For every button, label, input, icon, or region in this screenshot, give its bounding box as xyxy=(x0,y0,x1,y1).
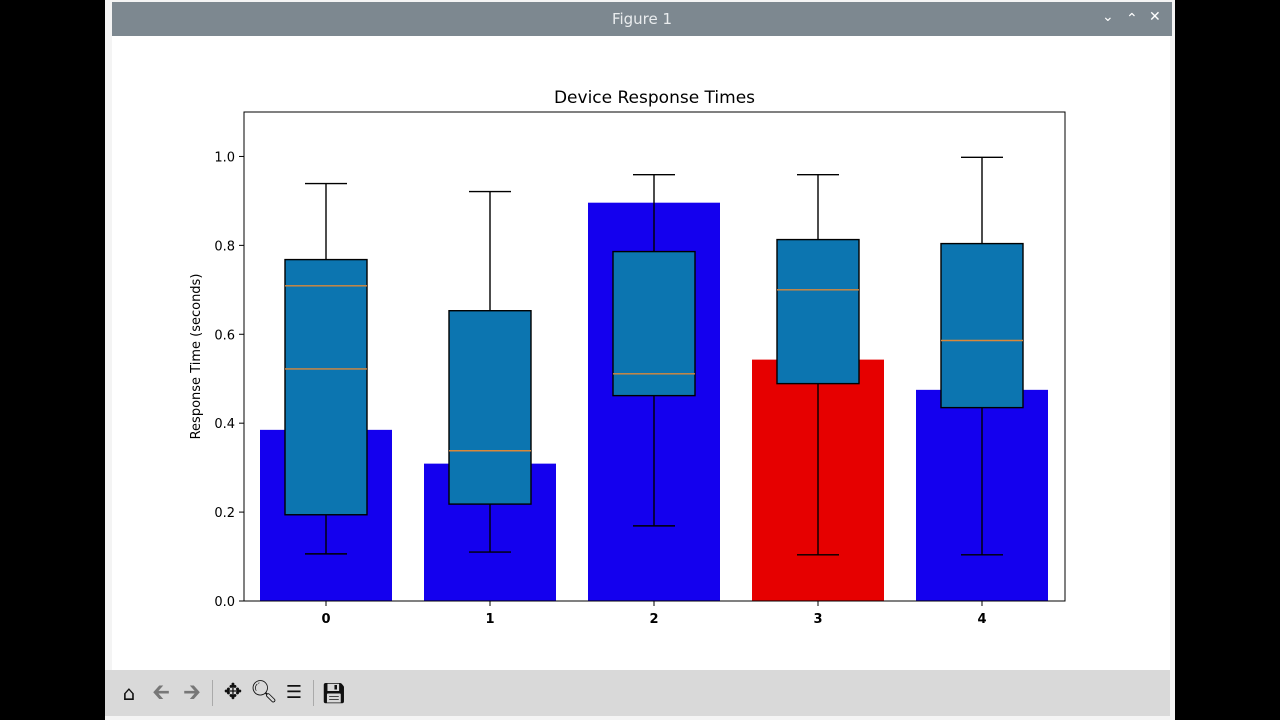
forward-arrow-icon[interactable]: 🡲 xyxy=(183,680,201,705)
chart-title: Device Response Times xyxy=(554,88,755,108)
x-tick-label: 0 xyxy=(321,612,330,627)
figure-window: Figure 1 ⌄ ⌃ ✕ Device Response Times Resp… xyxy=(105,2,1172,716)
x-tick-label: 2 xyxy=(649,612,658,627)
save-icon[interactable]: 💾︎ xyxy=(321,681,347,705)
back-arrow-icon[interactable]: 🡰 xyxy=(152,680,170,705)
close-icon[interactable]: ✕ xyxy=(1149,9,1161,25)
box-0 xyxy=(284,258,368,516)
y-tick-label: 1.0 xyxy=(214,150,235,165)
y-axis-label: Response Time (seconds) xyxy=(189,274,204,440)
box-3 xyxy=(776,238,860,385)
navigation-toolbar: ⌂ 🡰 🡲 ✥ 🔍︎ ☰ 💾︎ xyxy=(105,670,1170,716)
minimize-icon[interactable]: ⌄ xyxy=(1102,9,1114,25)
chart: Device Response Times Response Time (seco… xyxy=(189,88,1066,627)
maximize-icon[interactable]: ⌃ xyxy=(1126,11,1138,27)
x-tick-label: 4 xyxy=(977,612,986,627)
y-tick-label: 0.2 xyxy=(214,506,235,521)
pan-icon[interactable]: ✥ xyxy=(223,680,243,705)
figure-canvas: Device Response Times Response Time (seco… xyxy=(112,36,1170,670)
y-tick-label: 0.8 xyxy=(214,239,235,254)
window-title: Figure 1 xyxy=(611,10,673,28)
toolbar-separator xyxy=(313,680,314,706)
y-tick-label: 0.4 xyxy=(214,417,235,432)
x-tick-label: 1 xyxy=(485,612,494,627)
x-tick-label: 3 xyxy=(813,612,822,627)
zoom-icon[interactable]: 🔍︎ xyxy=(250,680,278,705)
box-1 xyxy=(448,310,532,505)
box-4 xyxy=(940,242,1024,409)
title-bar[interactable]: Figure 1 ⌄ ⌃ ✕ xyxy=(112,2,1172,36)
home-icon[interactable]: ⌂ xyxy=(122,681,136,705)
toolbar-separator xyxy=(212,680,213,706)
y-tick-label: 0.0 xyxy=(214,595,235,610)
configure-subplots-icon[interactable]: ☰ xyxy=(285,682,303,703)
y-tick-label: 0.6 xyxy=(214,328,235,343)
box-2 xyxy=(612,250,696,397)
